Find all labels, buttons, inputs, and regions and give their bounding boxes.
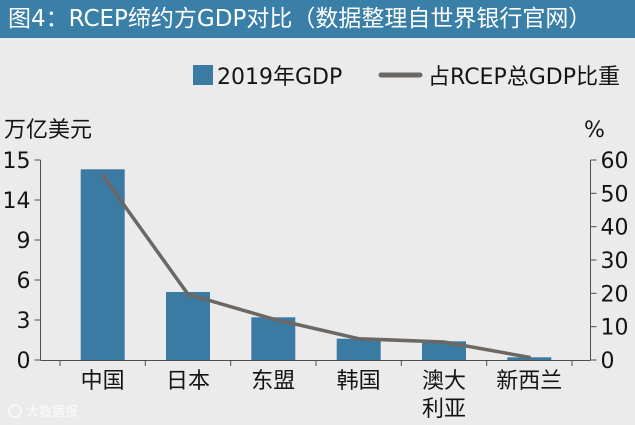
gdp-bar-3 bbox=[251, 317, 296, 360]
y-tick-label-right: 0 bbox=[601, 349, 615, 374]
y-axis-left-title: 万亿美元 bbox=[4, 118, 92, 143]
y-axis-right-title: % bbox=[584, 118, 605, 143]
gdp-bar-4 bbox=[336, 338, 381, 360]
y-tick-label-right: 40 bbox=[601, 216, 629, 241]
watermark-icon bbox=[8, 404, 22, 418]
y-tick-label-right: 60 bbox=[601, 149, 629, 174]
axes bbox=[34, 159, 597, 366]
line-series-share bbox=[100, 173, 532, 360]
x-tick-label: 东盟 bbox=[251, 369, 296, 394]
bar-series-gdp bbox=[80, 169, 552, 360]
watermark-text: 大数据报 bbox=[26, 405, 78, 420]
legend: 2019年GDP 占RCEP总GDP比重 bbox=[193, 65, 620, 90]
tick-labels: 0 3 6 9 14 15 0 10 20 30 40 50 60 bbox=[3, 149, 629, 374]
y-tick-label-right: 30 bbox=[601, 249, 629, 274]
legend-label-share: 占RCEP总GDP比重 bbox=[428, 65, 620, 90]
gdp-bar-2 bbox=[166, 292, 210, 360]
legend-label-gdp: 2019年GDP bbox=[217, 65, 342, 90]
gdp-bar-5 bbox=[422, 341, 466, 360]
y-tick-label-left: 3 bbox=[17, 309, 31, 334]
y-tick-label-left: 0 bbox=[17, 349, 31, 374]
x-tick-label: 日本 bbox=[165, 369, 210, 394]
y-tick-label-right: 10 bbox=[601, 316, 629, 341]
x-tick-label: 中国 bbox=[80, 369, 125, 394]
chart-title: 图4：RCEP缔约方GDP对比（数据整理自世界银行官网） bbox=[0, 0, 635, 38]
gdp-bar-1 bbox=[80, 169, 125, 360]
watermark: 大数据报 bbox=[8, 404, 78, 420]
legend-swatch-gdp bbox=[193, 65, 213, 85]
x-tick-label: 澳大利亚 bbox=[421, 369, 466, 422]
x-tick-label: 新西兰 bbox=[496, 369, 563, 394]
share-line bbox=[100, 173, 532, 360]
x-tick-label: 韩国 bbox=[336, 369, 381, 394]
y-tick-label-left: 14 bbox=[3, 189, 31, 214]
y-tick-label-right: 50 bbox=[601, 182, 629, 207]
y-tick-label-left: 6 bbox=[17, 269, 31, 294]
y-tick-label-left: 15 bbox=[3, 149, 31, 174]
y-tick-label-right: 20 bbox=[601, 282, 629, 307]
y-tick-label-left: 9 bbox=[17, 229, 31, 254]
